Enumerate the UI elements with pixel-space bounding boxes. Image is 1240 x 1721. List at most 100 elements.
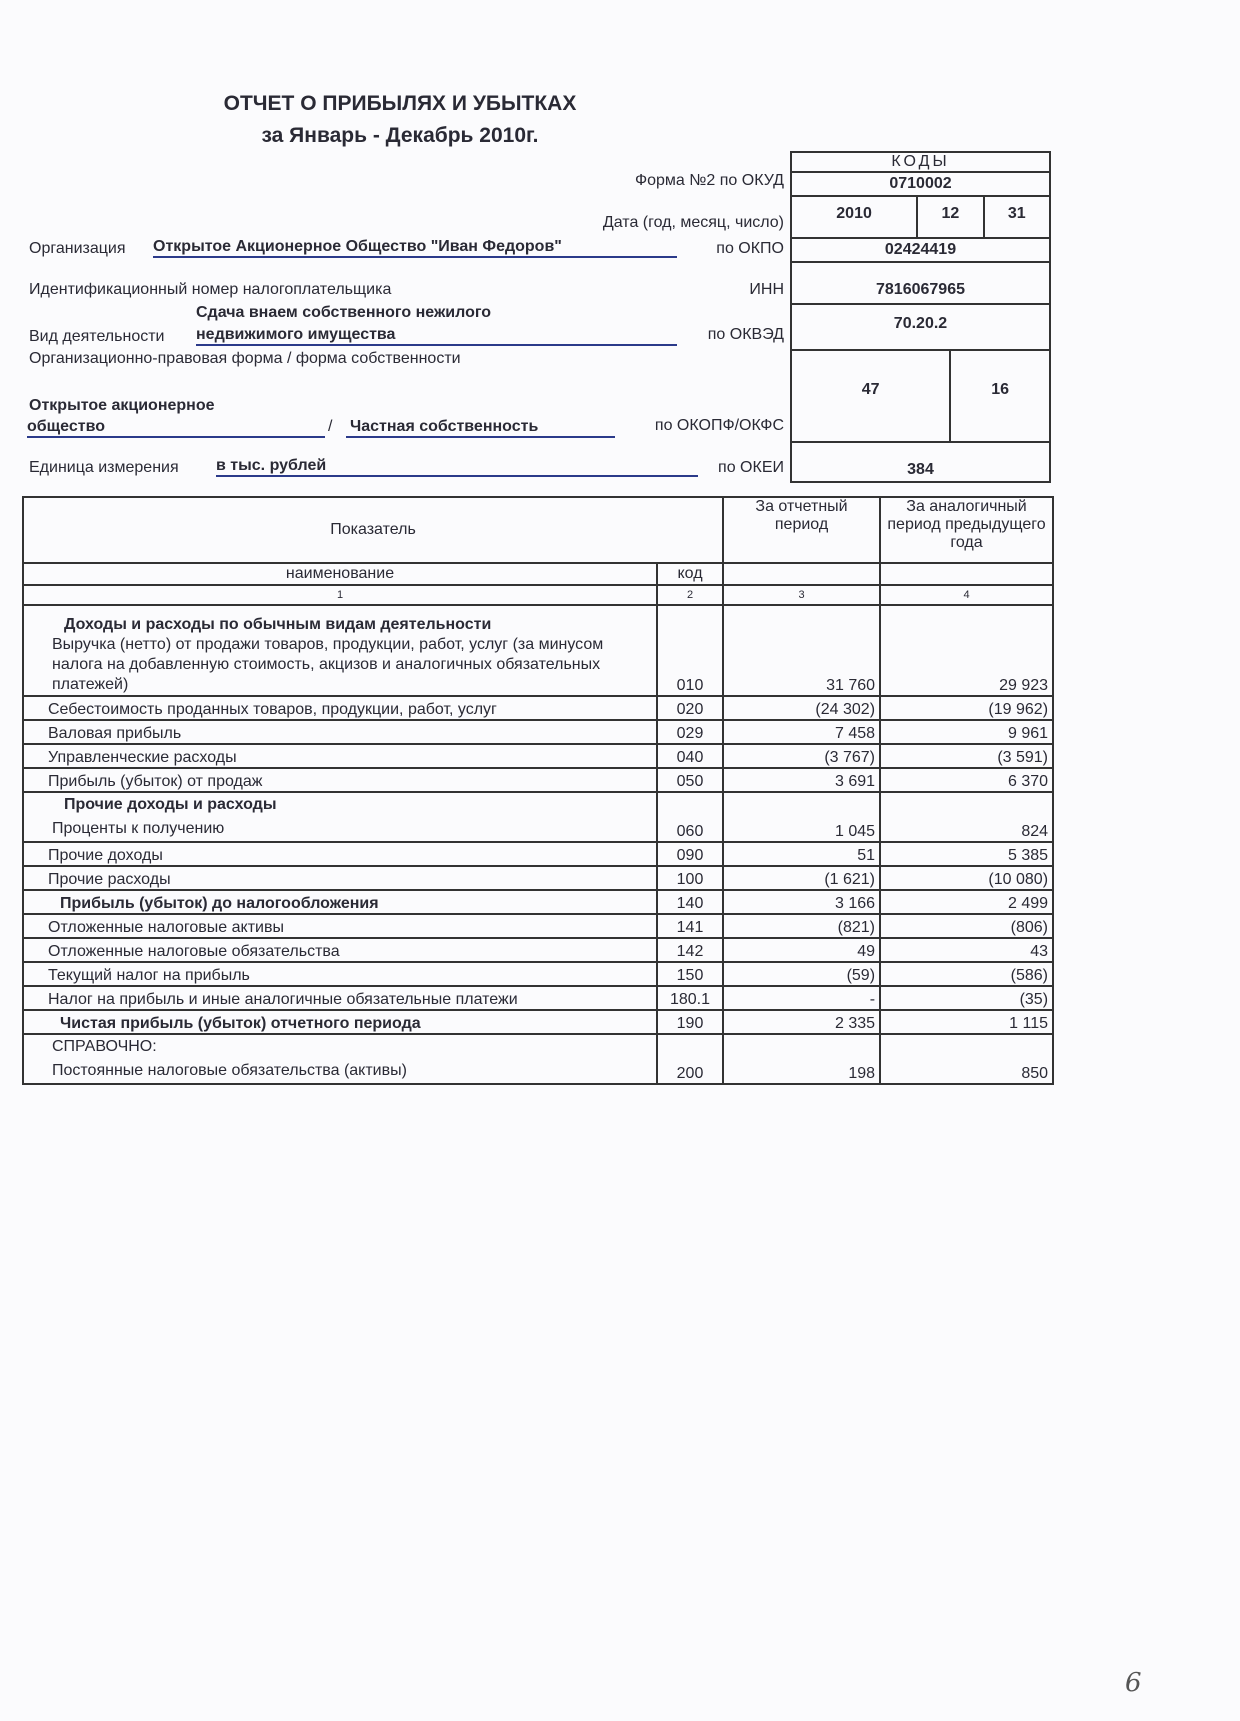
unit-label: Единица измерения (29, 459, 179, 476)
row-code: 140 (655, 889, 725, 915)
ownership-value: Частная собственность (346, 418, 615, 438)
row-current: 3 691 (722, 767, 882, 793)
row-previous: (35) (879, 985, 1055, 1011)
table-row: Налог на прибыль и иные аналогичные обяз… (22, 985, 1055, 1011)
row-code: 020 (655, 695, 725, 721)
row-current: (59) (722, 961, 882, 987)
col-num-1: 1 (22, 584, 658, 606)
row-name: Валовая прибыль (22, 719, 658, 745)
row-current: 198 (722, 1033, 882, 1085)
slash: / (328, 418, 333, 435)
inn-label: Идентификационный номер налогоплательщик… (29, 281, 392, 298)
col-code: код (655, 562, 725, 586)
row-name: Чистая прибыль (убыток) отчетного период… (22, 1009, 658, 1035)
table-row: Себестоимость проданных товаров, продукц… (22, 695, 1055, 721)
codes-table: КОДЫ 0710002 2010 12 31 02424419 781606796… (789, 151, 1052, 483)
legal-form-line1: Открытое акционерное (29, 397, 215, 414)
row-current: 3 166 (722, 889, 882, 915)
row-name: Проценты к получению (52, 820, 225, 837)
row-name: Постоянные налоговые обязательства (акти… (52, 1062, 407, 1079)
row-previous: (3 591) (879, 743, 1055, 769)
row-current: 2 335 (722, 1009, 882, 1035)
table-row: Чистая прибыль (убыток) отчетного период… (22, 1009, 1055, 1035)
page-number: 6 (1125, 1668, 1142, 1698)
col-current: За отчетный период (722, 496, 882, 564)
row-name: Себестоимость проданных товаров, продукц… (22, 695, 658, 721)
row-current: (24 302) (722, 695, 882, 721)
row-code: 200 (655, 1033, 725, 1085)
okopf-code: 47 (789, 349, 952, 443)
report-period: за Январь - Декабрь 2010г. (261, 124, 539, 147)
table-row: СПРАВОЧНО: Постоянные налоговые обязатель… (22, 1033, 1055, 1085)
org-value: Открытое Акционерное Общество "Иван Федо… (153, 238, 677, 258)
inn-code: 7816067965 (790, 261, 1051, 305)
row-name: Текущий налог на прибыль (22, 961, 658, 987)
date-month: 12 (916, 195, 985, 239)
row-current: (3 767) (722, 743, 882, 769)
reference-heading: СПРАВОЧНО: (52, 1038, 157, 1055)
legal-form-line2: общество (27, 418, 325, 438)
row-previous: (586) (879, 961, 1055, 987)
row-name: Отложенные налоговые обязательства (22, 937, 658, 963)
table-row: Отложенные налоговые обязательства 142 49 4… (22, 937, 1055, 963)
row-name: Отложенные налоговые активы (22, 913, 658, 939)
okved-label: по ОКВЭД (707, 326, 784, 343)
row-current: (1 621) (722, 865, 882, 891)
activity-label: Вид деятельности (29, 328, 165, 345)
row-current: 31 760 (722, 604, 882, 697)
row-code: 150 (655, 961, 725, 987)
okei-label: по ОКЕИ (718, 459, 784, 476)
inn-code-label: ИНН (749, 281, 784, 298)
col-name: наименование (22, 562, 658, 586)
section-heading: Прочие доходы и расходы (64, 796, 277, 813)
col-previous: За аналогичный период предыдущего года (879, 496, 1055, 564)
org-label: Организация (29, 240, 126, 257)
okpo-label: по ОКПО (716, 240, 784, 257)
row-previous: 5 385 (879, 841, 1055, 867)
date-day: 31 (982, 195, 1052, 239)
unit-value: в тыс. рублей (216, 457, 698, 477)
legal-form-label: Организационно-правовая форма / форма со… (29, 350, 461, 367)
row-code: 010 (655, 604, 725, 697)
report-title: ОТЧЕТ О ПРИБЫЛЯХ И УБЫТКАХ (223, 92, 577, 115)
row-code: 040 (655, 743, 725, 769)
row-name: Управленческие расходы (22, 743, 658, 769)
date-label: Дата (год, месяц, число) (602, 214, 784, 231)
income-statement-table: Показатель За отчетный период За аналоги… (21, 496, 1055, 1085)
col-indicator: Показатель (21, 496, 725, 564)
row-name: Прибыль (убыток) до налогообложения (22, 889, 658, 915)
activity-line2: недвижимого имущества (196, 326, 677, 346)
table-row: Прочие расходы 100 (1 621) (10 080) (22, 865, 1055, 891)
row-current: 51 (722, 841, 882, 867)
table-row: Доходы и расходы по обычным видам деятел… (22, 604, 1055, 697)
row-previous: 6 370 (879, 767, 1055, 793)
row-name: Налог на прибыль и иные аналогичные обяз… (22, 985, 658, 1011)
row-previous: 29 923 (879, 604, 1055, 697)
row-current: 1 045 (722, 791, 882, 843)
table-row: Отложенные налоговые активы 141 (821) (806) (22, 913, 1055, 939)
table-row: Прочие доходы и расходы Проценты к получе… (22, 791, 1055, 843)
okei-code: 384 (790, 441, 1051, 483)
table-row: Валовая прибыль 029 7 458 9 961 (22, 719, 1055, 745)
table-row: Текущий налог на прибыль 150 (59) (586) (22, 961, 1055, 987)
codes-heading: КОДЫ (790, 151, 1051, 173)
row-code: 029 (655, 719, 725, 745)
col-num-4: 4 (879, 584, 1055, 606)
row-previous: 2 499 (879, 889, 1055, 915)
okfs-code: 16 (949, 349, 1051, 443)
row-code: 100 (655, 865, 725, 891)
row-code: 090 (655, 841, 725, 867)
section-heading: Доходы и расходы по обычным видам деятел… (64, 616, 492, 633)
activity-line1: Сдача внаем собственного нежилого (196, 304, 492, 321)
row-code: 060 (655, 791, 725, 843)
okved-code: 70.20.2 (790, 303, 1051, 351)
row-code: 141 (655, 913, 725, 939)
row-code: 050 (655, 767, 725, 793)
okpo-code: 02424419 (790, 237, 1051, 263)
okud-code: 0710002 (790, 171, 1051, 197)
row-previous: 824 (879, 791, 1055, 843)
row-name: Прочие расходы (22, 865, 658, 891)
row-code: 180.1 (655, 985, 725, 1011)
row-previous: 850 (879, 1033, 1055, 1085)
row-previous: (19 962) (879, 695, 1055, 721)
